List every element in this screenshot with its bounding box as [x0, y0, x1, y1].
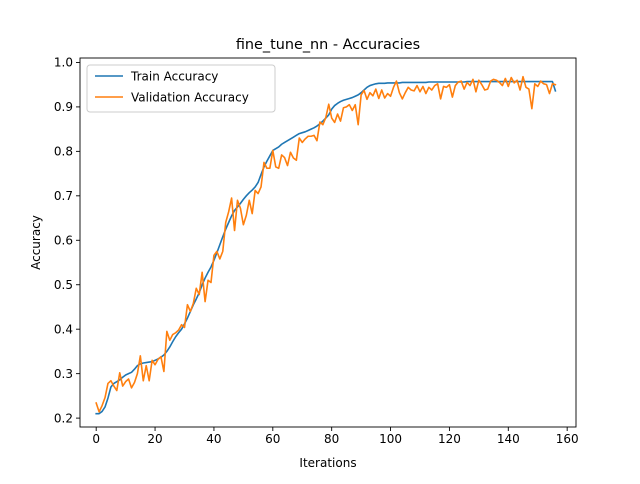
y-tick-label: 0.3 — [54, 367, 73, 381]
legend-label-validation: Validation Accuracy — [131, 91, 249, 105]
y-axis-label: Accuracy — [29, 215, 43, 270]
y-tick-label: 1.0 — [54, 56, 73, 70]
legend: Train Accuracy Validation Accuracy — [86, 64, 276, 113]
series-line-validation-accuracy — [95, 75, 557, 413]
y-tick-label: 0.6 — [54, 234, 73, 248]
plot-lines — [95, 75, 557, 415]
x-axis: 0 20 40 60 80 100 120 140 160 — [92, 427, 579, 446]
y-axis: 0.2 0.3 0.4 0.5 0.6 0.7 0.8 0.9 1.0 — [54, 56, 80, 425]
x-tick-label: 60 — [265, 432, 280, 446]
y-tick-label: 0.8 — [54, 145, 73, 159]
legend-label-train: Train Accuracy — [130, 70, 218, 84]
x-tick-label: 0 — [92, 432, 100, 446]
y-tick-label: 0.9 — [54, 100, 73, 114]
chart-title: fine_tune_nn - Accuracies — [236, 37, 420, 53]
x-tick-label: 80 — [324, 432, 339, 446]
x-axis-label: Iterations — [299, 456, 356, 470]
legend-box — [86, 64, 276, 113]
y-tick-label: 0.7 — [54, 189, 73, 203]
x-tick-label: 160 — [556, 432, 579, 446]
x-tick-label: 20 — [147, 432, 162, 446]
x-tick-label: 140 — [497, 432, 520, 446]
x-tick-label: 40 — [206, 432, 221, 446]
y-tick-label: 0.5 — [54, 278, 73, 292]
y-tick-label: 0.4 — [54, 322, 73, 336]
y-tick-label: 0.2 — [54, 411, 73, 425]
axes-frame — [79, 57, 577, 428]
x-tick-label: 100 — [379, 432, 402, 446]
x-tick-label: 120 — [438, 432, 461, 446]
